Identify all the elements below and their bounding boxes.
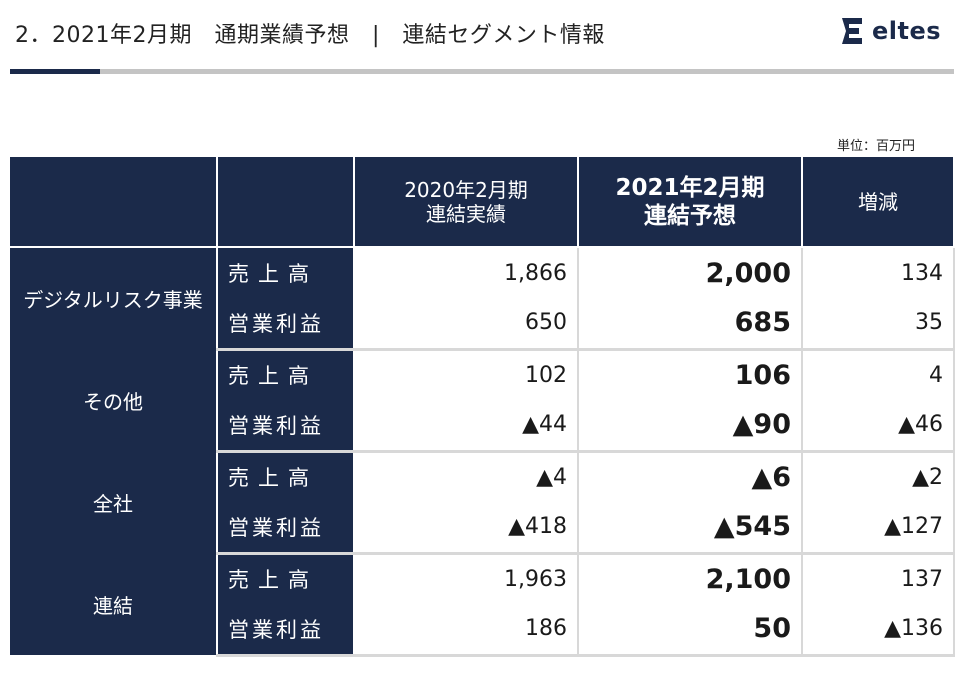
table-row: 営業利益 ▲44 ▲90 ▲46 <box>10 400 955 453</box>
value-change: 134 <box>802 247 955 298</box>
page-title: 2．2021年2月期 通期業績予想 | 連結セグメント情報 <box>15 23 605 48</box>
segment-name: デジタルリスク事業 <box>10 247 218 349</box>
value-change: 137 <box>802 553 955 604</box>
metric-label: 営業利益 <box>217 604 355 657</box>
header-line: 2021年2月期 <box>615 174 765 201</box>
title-underline <box>10 69 954 74</box>
header-2021-forecast: 2021年2月期 連結予想 <box>578 157 803 248</box>
header-row: 2020年2月期 連結実績 2021年2月期 連結予想 増減 <box>10 157 955 248</box>
table-row: 営業利益 650 685 35 <box>10 298 955 351</box>
header-line: 2020年2月期 <box>404 177 528 202</box>
value-2020: ▲44 <box>354 400 579 453</box>
value-2021: ▲6 <box>578 451 803 502</box>
segment-name: その他 <box>10 349 218 451</box>
metric-label: 営業利益 <box>217 298 355 351</box>
segment-table: 2020年2月期 連結実績 2021年2月期 連結予想 増減 デジタルリスク事業… <box>10 157 955 657</box>
table-row: デジタルリスク事業 売上高 1,866 2,000 134 <box>10 247 955 349</box>
metric-label: 営業利益 <box>217 502 355 555</box>
header-line: 連結実績 <box>426 201 506 226</box>
value-2020: 650 <box>354 298 579 351</box>
table-row: その他 売上高 102 106 4 <box>10 349 955 451</box>
value-2021: 2,100 <box>578 553 803 604</box>
unit-note: 単位：百万円 <box>837 139 916 154</box>
value-2020: 186 <box>354 604 579 657</box>
table-row: 全社 売上高 ▲4 ▲6 ▲2 <box>10 451 955 553</box>
table-row: 連結 売上高 1,963 2,100 137 <box>10 553 955 655</box>
header-blank-metric <box>217 157 355 248</box>
header-line: 連結予想 <box>644 202 736 229</box>
table-row: 営業利益 ▲418 ▲545 ▲127 <box>10 502 955 555</box>
header-blank-segment <box>10 157 218 248</box>
value-change: ▲2 <box>802 451 955 502</box>
metric-label: 売上高 <box>217 247 355 298</box>
header-change: 増減 <box>802 157 955 248</box>
value-2021: 50 <box>578 604 803 657</box>
value-2020: 102 <box>354 349 579 400</box>
metric-label: 売上高 <box>217 553 355 604</box>
value-2020: ▲418 <box>354 502 579 555</box>
value-2020: ▲4 <box>354 451 579 502</box>
value-2021: 2,000 <box>578 247 803 298</box>
value-2021: 106 <box>578 349 803 400</box>
table-row: 営業利益 186 50 ▲136 <box>10 604 955 657</box>
value-change: ▲46 <box>802 400 955 453</box>
value-2021: ▲90 <box>578 400 803 453</box>
eltes-logo: eltes <box>838 16 941 46</box>
value-change: ▲136 <box>802 604 955 657</box>
title-underline-accent <box>10 69 100 74</box>
eltes-logo-icon <box>842 18 862 44</box>
segment-name: 連結 <box>10 553 218 655</box>
header-line: 増減 <box>858 189 898 214</box>
header-2020-actual: 2020年2月期 連結実績 <box>354 157 579 248</box>
value-change: ▲127 <box>802 502 955 555</box>
metric-label: 売上高 <box>217 451 355 502</box>
logo-text: eltes <box>872 17 942 45</box>
value-change: 4 <box>802 349 955 400</box>
value-2021: ▲545 <box>578 502 803 555</box>
value-change: 35 <box>802 298 955 351</box>
metric-label: 営業利益 <box>217 400 355 453</box>
segment-name: 全社 <box>10 451 218 553</box>
value-2021: 685 <box>578 298 803 351</box>
metric-label: 売上高 <box>217 349 355 400</box>
value-2020: 1,963 <box>354 553 579 604</box>
value-2020: 1,866 <box>354 247 579 298</box>
